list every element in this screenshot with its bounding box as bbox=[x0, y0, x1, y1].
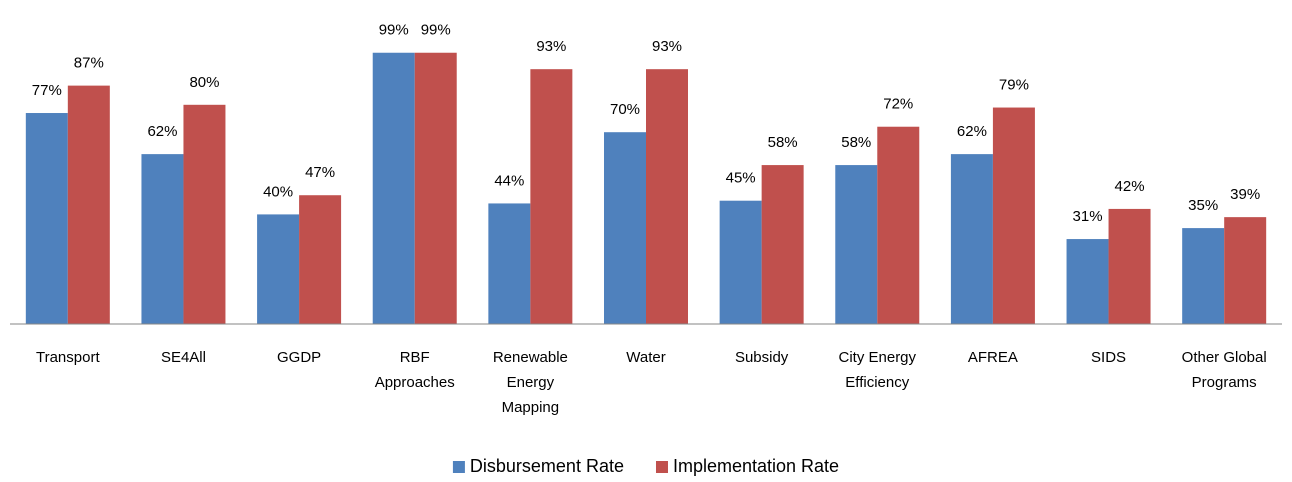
legend: Disbursement Rate Implementation Rate bbox=[452, 456, 839, 476]
data-label: 44% bbox=[494, 172, 524, 189]
data-label: 58% bbox=[768, 134, 798, 151]
bar bbox=[1224, 217, 1267, 324]
x-tick-label: Transport bbox=[36, 349, 100, 366]
bar bbox=[719, 200, 762, 324]
data-label: 35% bbox=[1188, 197, 1218, 214]
legend-swatch bbox=[655, 461, 668, 473]
x-tick-label: Subsidy bbox=[735, 349, 789, 366]
bar bbox=[835, 165, 878, 324]
bar bbox=[604, 132, 646, 324]
data-label: 62% bbox=[147, 123, 177, 140]
data-label: 93% bbox=[536, 38, 566, 55]
x-tick-label: Water bbox=[626, 349, 665, 366]
data-label: 77% bbox=[32, 82, 62, 99]
bar bbox=[183, 104, 226, 324]
data-label: 99% bbox=[379, 22, 409, 39]
data-label: 31% bbox=[1073, 208, 1103, 225]
data-label: 45% bbox=[726, 170, 756, 187]
bar bbox=[257, 214, 300, 324]
data-label: 79% bbox=[999, 77, 1029, 94]
bar bbox=[372, 52, 415, 325]
bar bbox=[1066, 239, 1109, 324]
data-label: 87% bbox=[74, 55, 104, 72]
data-label: 47% bbox=[305, 164, 335, 181]
bar bbox=[67, 85, 110, 325]
data-label: 93% bbox=[652, 38, 682, 55]
x-tick-label: AFREA bbox=[968, 349, 1018, 366]
data-label: 62% bbox=[957, 123, 987, 140]
bar bbox=[992, 107, 1035, 324]
legend-label: Disbursement Rate bbox=[470, 456, 624, 476]
bar bbox=[761, 165, 804, 324]
data-label: 72% bbox=[883, 96, 913, 113]
bar bbox=[530, 69, 573, 325]
legend-swatch bbox=[452, 461, 465, 473]
bar bbox=[25, 113, 68, 325]
data-label: 58% bbox=[841, 134, 871, 151]
x-tick-label: GGDP bbox=[277, 349, 321, 366]
bar bbox=[141, 154, 184, 324]
data-label: 42% bbox=[1115, 178, 1145, 195]
data-label: 39% bbox=[1230, 186, 1260, 203]
data-label: 40% bbox=[263, 183, 293, 200]
x-tick-label: Renewable Energy Mapping bbox=[493, 349, 568, 416]
bar bbox=[950, 154, 993, 324]
bar bbox=[488, 203, 531, 324]
x-tick-label: Other Global Programs bbox=[1182, 349, 1267, 391]
bar bbox=[646, 69, 688, 325]
bar bbox=[414, 52, 457, 325]
x-tick-label: SE4All bbox=[161, 349, 206, 366]
legend-label: Implementation Rate bbox=[673, 456, 839, 476]
data-label: 80% bbox=[189, 74, 219, 91]
bar bbox=[1108, 208, 1151, 324]
data-label: 99% bbox=[421, 22, 451, 39]
x-tick-label: RBF Approaches bbox=[375, 349, 455, 391]
x-tick-label: SIDS bbox=[1091, 349, 1126, 366]
data-label: 70% bbox=[610, 101, 640, 118]
bar bbox=[1182, 228, 1225, 324]
x-tick-label: City Energy Efficiency bbox=[839, 349, 917, 391]
bar bbox=[877, 126, 920, 324]
bar bbox=[299, 195, 342, 324]
